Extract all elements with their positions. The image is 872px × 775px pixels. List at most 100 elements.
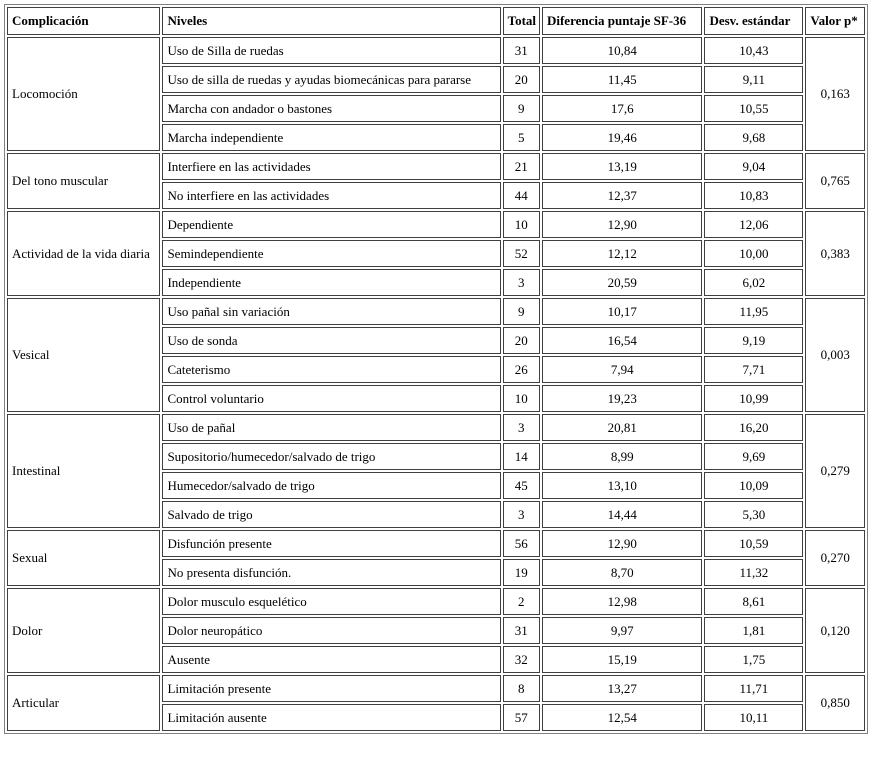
total-cell: 10 (502, 385, 540, 412)
total-cell: 9 (502, 298, 540, 325)
level-cell: Cateterismo (162, 356, 501, 383)
score-difference-cell: 12,12 (541, 240, 703, 267)
score-difference-cell: 20,59 (541, 269, 703, 296)
score-difference-cell: 19,46 (541, 124, 703, 151)
total-cell: 5 (502, 124, 540, 151)
score-difference-cell: 12,54 (541, 704, 703, 731)
data-row: Del tono muscular Interfiere en las activ… (7, 153, 865, 209)
level-cell: Ausente (162, 646, 501, 673)
level-cell: Uso de silla de ruedas y ayudas biomecán… (162, 66, 501, 93)
std-deviation-cell: 10,00 (704, 240, 804, 267)
header-cell: Niveles (162, 7, 501, 35)
std-deviation-cell: 12,06 (704, 211, 804, 238)
std-deviation-cell: 16,20 (704, 414, 804, 441)
level-cell: Limitación presente (162, 675, 501, 702)
level-cell: Semindependiente (162, 240, 501, 267)
score-difference-cell: 12,37 (541, 182, 703, 209)
score-difference-cell: 13,10 (541, 472, 703, 499)
header-cell: Valor p* (805, 7, 865, 35)
data-row: Marcha independiente 5 19,46 9,68 (7, 124, 865, 151)
std-deviation-cell: 5,30 (704, 501, 804, 528)
std-deviation-cell: 1,75 (704, 646, 804, 673)
total-cell: 3 (502, 269, 540, 296)
results-table: Complicación Niveles Total Diferencia punta… (4, 4, 868, 734)
std-deviation-cell: 10,83 (704, 182, 804, 209)
total-cell: 14 (502, 443, 540, 470)
level-cell: Marcha independiente (162, 124, 501, 151)
std-deviation-cell: 10,11 (704, 704, 804, 731)
data-row: Control voluntario 10 19,23 10,99 (7, 385, 865, 412)
std-deviation-cell: 7,71 (704, 356, 804, 383)
total-cell: 20 (502, 66, 540, 93)
level-cell: Dolor neuropático (162, 617, 501, 644)
data-row: No interfiere en las actividades 44 12,37 1… (7, 182, 865, 209)
level-cell: Interfiere en las actividades (162, 153, 501, 180)
std-deviation-cell: 9,11 (704, 66, 804, 93)
std-deviation-cell: 8,61 (704, 588, 804, 615)
score-difference-cell: 12,90 (541, 211, 703, 238)
level-cell: No presenta disfunción. (162, 559, 501, 586)
level-cell: Humecedor/salvado de trigo (162, 472, 501, 499)
score-difference-cell: 8,70 (541, 559, 703, 586)
p-value-cell: 0,765 (805, 153, 865, 209)
data-row: Supositorio/humecedor/salvado de trigo 14… (7, 443, 865, 470)
complication-cell: Intestinal (7, 414, 161, 528)
header-row: Complicación Niveles Total Diferencia punta… (7, 7, 865, 35)
data-row: Salvado de trigo 3 14,44 5,30 (7, 501, 865, 528)
data-row: Marcha con andador o bastones 9 17,6 10,55 (7, 95, 865, 122)
level-cell: Uso pañal sin variación (162, 298, 501, 325)
p-value-cell: 0,163 (805, 37, 865, 151)
total-cell: 9 (502, 95, 540, 122)
total-cell: 8 (502, 675, 540, 702)
std-deviation-cell: 10,59 (704, 530, 804, 557)
total-cell: 57 (502, 704, 540, 731)
total-cell: 19 (502, 559, 540, 586)
total-cell: 56 (502, 530, 540, 557)
data-row: No presenta disfunción. 19 8,70 11,32 (7, 559, 865, 586)
total-cell: 21 (502, 153, 540, 180)
std-deviation-cell: 10,09 (704, 472, 804, 499)
level-cell: Control voluntario (162, 385, 501, 412)
total-cell: 3 (502, 414, 540, 441)
data-row: Dolor Dolor musculo esquelético 2 12,98 8,61… (7, 588, 865, 673)
total-cell: 45 (502, 472, 540, 499)
std-deviation-cell: 10,99 (704, 385, 804, 412)
data-row: Limitación ausente 57 12,54 10,11 (7, 704, 865, 731)
level-cell: Disfunción presente (162, 530, 501, 557)
level-cell: Independiente (162, 269, 501, 296)
total-cell: 32 (502, 646, 540, 673)
data-row: Dolor neuropático 31 9,97 1,81 (7, 617, 865, 644)
complication-cell: Dolor (7, 588, 161, 673)
complication-cell: Articular (7, 675, 161, 731)
score-difference-cell: 11,45 (541, 66, 703, 93)
score-difference-cell: 12,90 (541, 530, 703, 557)
score-difference-cell: 15,19 (541, 646, 703, 673)
score-difference-cell: 7,94 (541, 356, 703, 383)
data-row: Sexual Disfunción presente 56 12,90 10,59 0,2… (7, 530, 865, 586)
p-value-cell: 0,120 (805, 588, 865, 673)
std-deviation-cell: 9,69 (704, 443, 804, 470)
level-cell: Salvado de trigo (162, 501, 501, 528)
level-cell: Uso de sonda (162, 327, 501, 354)
std-deviation-cell: 6,02 (704, 269, 804, 296)
level-cell: Dolor musculo esquelético (162, 588, 501, 615)
p-value-cell: 0,383 (805, 211, 865, 296)
table-body: Complicación Niveles Total Diferencia punta… (7, 7, 865, 731)
header-cell: Total (502, 7, 540, 35)
score-difference-cell: 17,6 (541, 95, 703, 122)
p-value-cell: 0,850 (805, 675, 865, 731)
p-value-cell: 0,279 (805, 414, 865, 528)
data-row: Locomoción Uso de Silla de ruedas 31 10,84 1… (7, 37, 865, 151)
total-cell: 3 (502, 501, 540, 528)
std-deviation-cell: 11,32 (704, 559, 804, 586)
data-row: Ausente 32 15,19 1,75 (7, 646, 865, 673)
std-deviation-cell: 9,19 (704, 327, 804, 354)
total-cell: 20 (502, 327, 540, 354)
data-row: Articular Limitación presente 8 13,27 11,71 0… (7, 675, 865, 731)
level-cell: Limitación ausente (162, 704, 501, 731)
data-row: Intestinal Uso de pañal 3 20,81 16,20 0,279 (7, 414, 865, 528)
score-difference-cell: 12,98 (541, 588, 703, 615)
data-row: Uso de silla de ruedas y ayudas biomecán… (7, 66, 865, 93)
total-cell: 44 (502, 182, 540, 209)
